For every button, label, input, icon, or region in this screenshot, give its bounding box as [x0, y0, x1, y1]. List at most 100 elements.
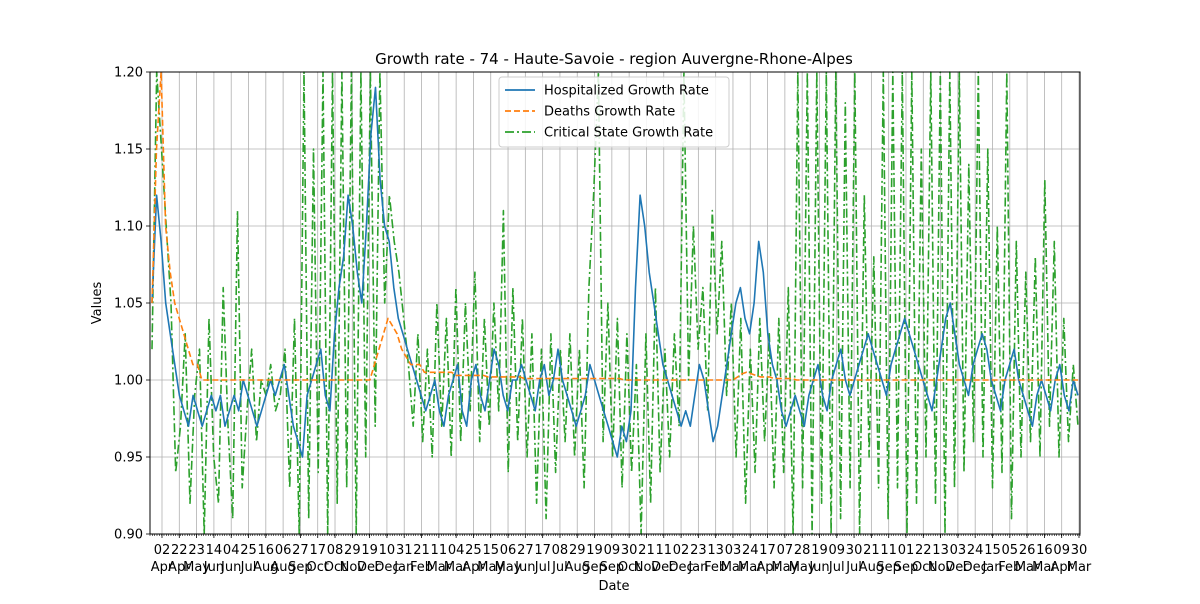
axes — [146, 71, 1081, 538]
x-tick-month: Aug — [859, 560, 884, 575]
x-tick-day: 03 — [725, 543, 742, 558]
x-tick-month: Dec — [668, 560, 693, 575]
x-tick-day: 07 — [777, 543, 794, 558]
x-tick-month: Mar — [444, 560, 469, 575]
x-tick-month: Mar — [738, 560, 763, 575]
x-tick-day: 11 — [655, 543, 672, 558]
y-tick-label: 1.00 — [114, 374, 143, 389]
y-tick-label: 0.95 — [114, 451, 143, 466]
x-tick-month: Dec — [651, 560, 676, 575]
x-tick-month: Jan — [981, 560, 1002, 575]
x-tick-month: Mar — [721, 560, 746, 575]
y-tick-labels: 0.90 0.95 1.00 1.05 1.10 1.15 1.20 — [114, 66, 143, 543]
x-tick-month: Apr — [1050, 560, 1073, 575]
series-line-deaths-growth-rate — [151, 71, 1078, 381]
x-tick-month: Jul — [828, 560, 845, 575]
x-tick-month: Apr — [462, 560, 485, 575]
x-tick-month: May — [183, 560, 210, 575]
x-tick-month: May — [789, 560, 816, 575]
x-tick-day: 29 — [569, 543, 586, 558]
x-tick-month: Aug — [253, 560, 278, 575]
x-tick-month: Sep — [600, 560, 625, 575]
x-tick-day: 05 — [1002, 543, 1019, 558]
x-tick-month: Oct — [306, 560, 328, 575]
series-line-hospitalized-growth-rate — [151, 86, 1079, 458]
x-tick-day: 09 — [829, 543, 846, 558]
x-tick-day: 26 — [1019, 543, 1036, 558]
x-tick-day: 21 — [413, 543, 430, 558]
x-tick-day: 24 — [742, 543, 759, 558]
x-tick-day: 09 — [1053, 543, 1070, 558]
x-tick-day: 29 — [344, 543, 361, 558]
x-tick-month: Jan — [393, 560, 414, 575]
chart-title: Growth rate - 74 - Haute-Savoie - region… — [375, 50, 853, 68]
y-tick-label: 1.10 — [114, 220, 143, 235]
x-tick-day: 30 — [621, 543, 638, 558]
x-tick-month: Feb — [704, 560, 727, 575]
x-tick-day: 17 — [759, 543, 776, 558]
x-tick-labels: 02 Apr 22 Apr 23 May 14 Jun 04 Jun 25 Jul 16 Aug 06 Aug… — [151, 543, 1092, 575]
y-tick-label: 0.90 — [114, 528, 143, 543]
y-tick-label: 1.05 — [114, 297, 143, 312]
x-tick-month: Feb — [410, 560, 433, 575]
x-tick-month: Jan — [687, 560, 708, 575]
x-tick-day: 28 — [794, 543, 811, 558]
x-tick-month: Oct — [324, 560, 346, 575]
x-tick-day: 13 — [707, 543, 724, 558]
x-tick-day: 11 — [880, 543, 897, 558]
x-tick-day: 11 — [431, 543, 448, 558]
x-tick-day: 06 — [500, 543, 517, 558]
x-tick-month: Dec — [374, 560, 399, 575]
x-tick-month: Sep — [894, 560, 919, 575]
x-tick-month: Jul — [534, 560, 551, 575]
legend-label: Deaths Growth Rate — [544, 105, 675, 120]
x-tick-day: 08 — [552, 543, 569, 558]
x-tick-month: Apr — [168, 560, 191, 575]
x-tick-day: 02 — [154, 543, 171, 558]
x-tick-month: Dec — [357, 560, 382, 575]
x-tick-month: Apr — [756, 560, 779, 575]
x-tick-day: 19 — [811, 543, 828, 558]
x-tick-day: 09 — [604, 543, 621, 558]
x-tick-day: 30 — [846, 543, 863, 558]
x-tick-month: Apr — [151, 560, 174, 575]
x-tick-month: Jun — [808, 560, 829, 575]
x-tick-day: 16 — [1036, 543, 1053, 558]
x-tick-day: 15 — [984, 543, 1001, 558]
x-tick-month: May — [495, 560, 522, 575]
legend-box — [498, 76, 730, 148]
x-tick-day: 06 — [275, 543, 292, 558]
x-tick-day: 23 — [188, 543, 205, 558]
x-tick-month: May — [771, 560, 798, 575]
x-tick-day: 23 — [690, 543, 707, 558]
x-tick-day: 31 — [396, 543, 413, 558]
x-tick-month: May — [477, 560, 504, 575]
plot-frame — [149, 71, 1081, 535]
x-tick-day: 25 — [465, 543, 482, 558]
x-tick-month: Mar — [1032, 560, 1057, 575]
x-tick-day: 03 — [950, 543, 967, 558]
x-tick-day: 16 — [258, 543, 275, 558]
x-tick-month: Jun — [514, 560, 535, 575]
x-tick-month: Nov — [928, 560, 954, 575]
x-tick-day: 08 — [327, 543, 344, 558]
x-tick-month: Jun — [220, 560, 241, 575]
series-line-critical-state-growth-rate — [151, 71, 1079, 535]
x-tick-day: 21 — [638, 543, 655, 558]
x-tick-month: Jul — [551, 560, 568, 575]
x-tick-day: 14 — [206, 543, 223, 558]
y-tick-label: 1.20 — [114, 66, 143, 81]
x-tick-month: Jun — [203, 560, 224, 575]
x-tick-day: 27 — [517, 543, 534, 558]
x-tick-day: 22 — [915, 543, 932, 558]
x-tick-month: Dec — [945, 560, 970, 575]
x-tick-day: 19 — [361, 543, 378, 558]
x-axis-label: Date — [598, 579, 629, 594]
x-tick-day: 04 — [223, 543, 240, 558]
x-tick-day: 19 — [586, 543, 603, 558]
x-tick-month: Oct — [912, 560, 934, 575]
x-tick-day: 17 — [534, 543, 551, 558]
x-tick-day: 17 — [309, 543, 326, 558]
